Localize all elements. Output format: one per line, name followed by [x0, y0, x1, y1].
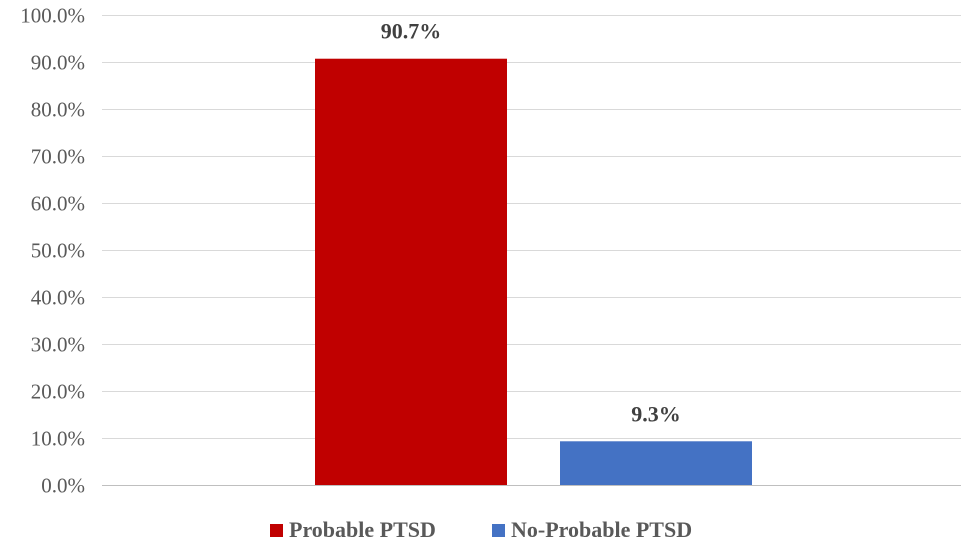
- legend-label-no-probable-ptsd: No-Probable PTSD: [511, 517, 692, 542]
- y-tick-label: 30.0%: [31, 333, 85, 357]
- y-tick-label: 90.0%: [31, 51, 85, 75]
- y-tick-label: 50.0%: [31, 239, 85, 263]
- data-label-no-probable-ptsd: 9.3%: [631, 401, 681, 426]
- y-tick-label: 100.0%: [20, 4, 85, 28]
- legend-swatch-probable-ptsd: [270, 524, 283, 537]
- y-tick-label: 80.0%: [31, 98, 85, 122]
- y-tick-label: 70.0%: [31, 145, 85, 169]
- legend-label-probable-ptsd: Probable PTSD: [289, 517, 436, 542]
- y-tick-label: 60.0%: [31, 192, 85, 216]
- bars: [315, 58, 752, 486]
- bar-no-probable-ptsd: [560, 441, 752, 485]
- data-labels: 90.7% 9.3%: [381, 19, 681, 427]
- y-axis-tick-labels: 0.0% 10.0% 20.0% 30.0% 40.0% 50.0% 60.0% 70.0% 8…: [20, 4, 85, 498]
- legend-swatch-no-probable-ptsd: [492, 524, 505, 537]
- y-tick-label: 40.0%: [31, 286, 85, 310]
- legend: Probable PTSD No-Probable PTSD: [270, 517, 692, 542]
- bar-probable-ptsd: [315, 58, 507, 486]
- gridlines: [102, 15, 961, 486]
- y-tick-label: 0.0%: [41, 474, 85, 498]
- data-label-probable-ptsd: 90.7%: [381, 19, 442, 44]
- y-tick-label: 10.0%: [31, 427, 85, 451]
- y-tick-label: 20.0%: [31, 380, 85, 404]
